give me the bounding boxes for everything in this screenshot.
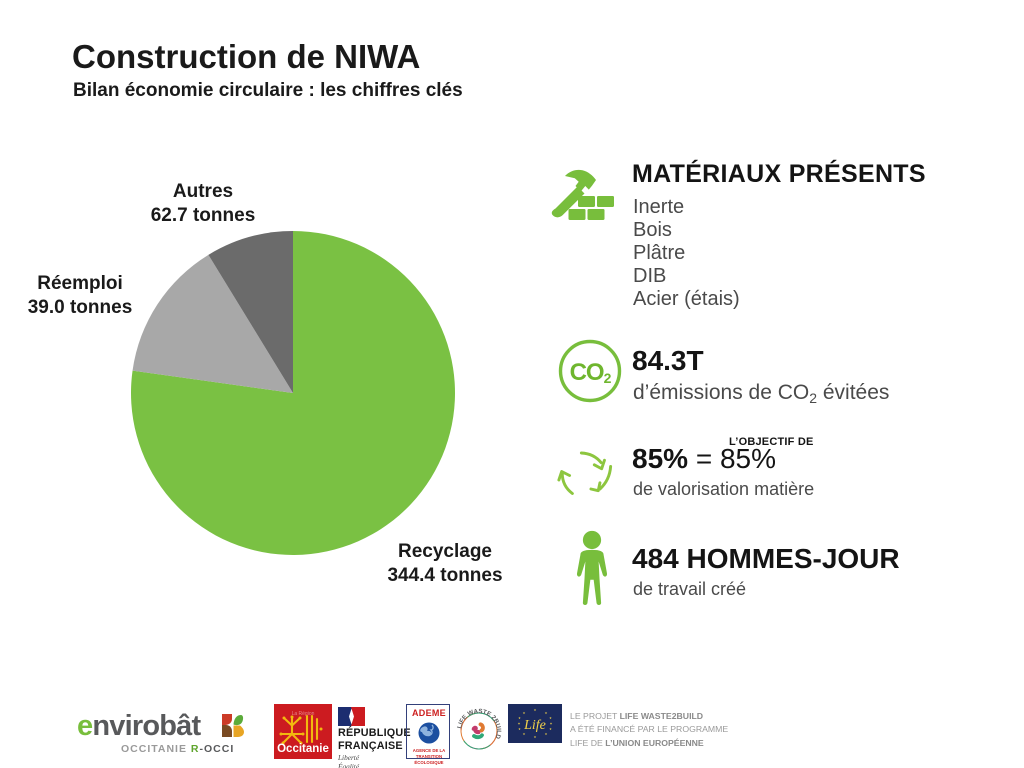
svg-text:Life: Life [523,718,546,733]
svg-text:CO2: CO2 [570,359,612,386]
svg-text:Occitanie: Occitanie [277,743,329,755]
